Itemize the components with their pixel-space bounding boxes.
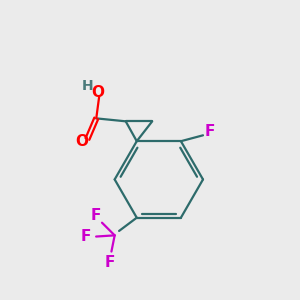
Text: F: F xyxy=(204,124,215,139)
Text: F: F xyxy=(81,229,91,244)
Text: F: F xyxy=(90,208,101,223)
Text: O: O xyxy=(91,85,104,100)
Text: O: O xyxy=(76,134,88,149)
Text: F: F xyxy=(105,255,116,270)
Text: H: H xyxy=(82,79,94,93)
